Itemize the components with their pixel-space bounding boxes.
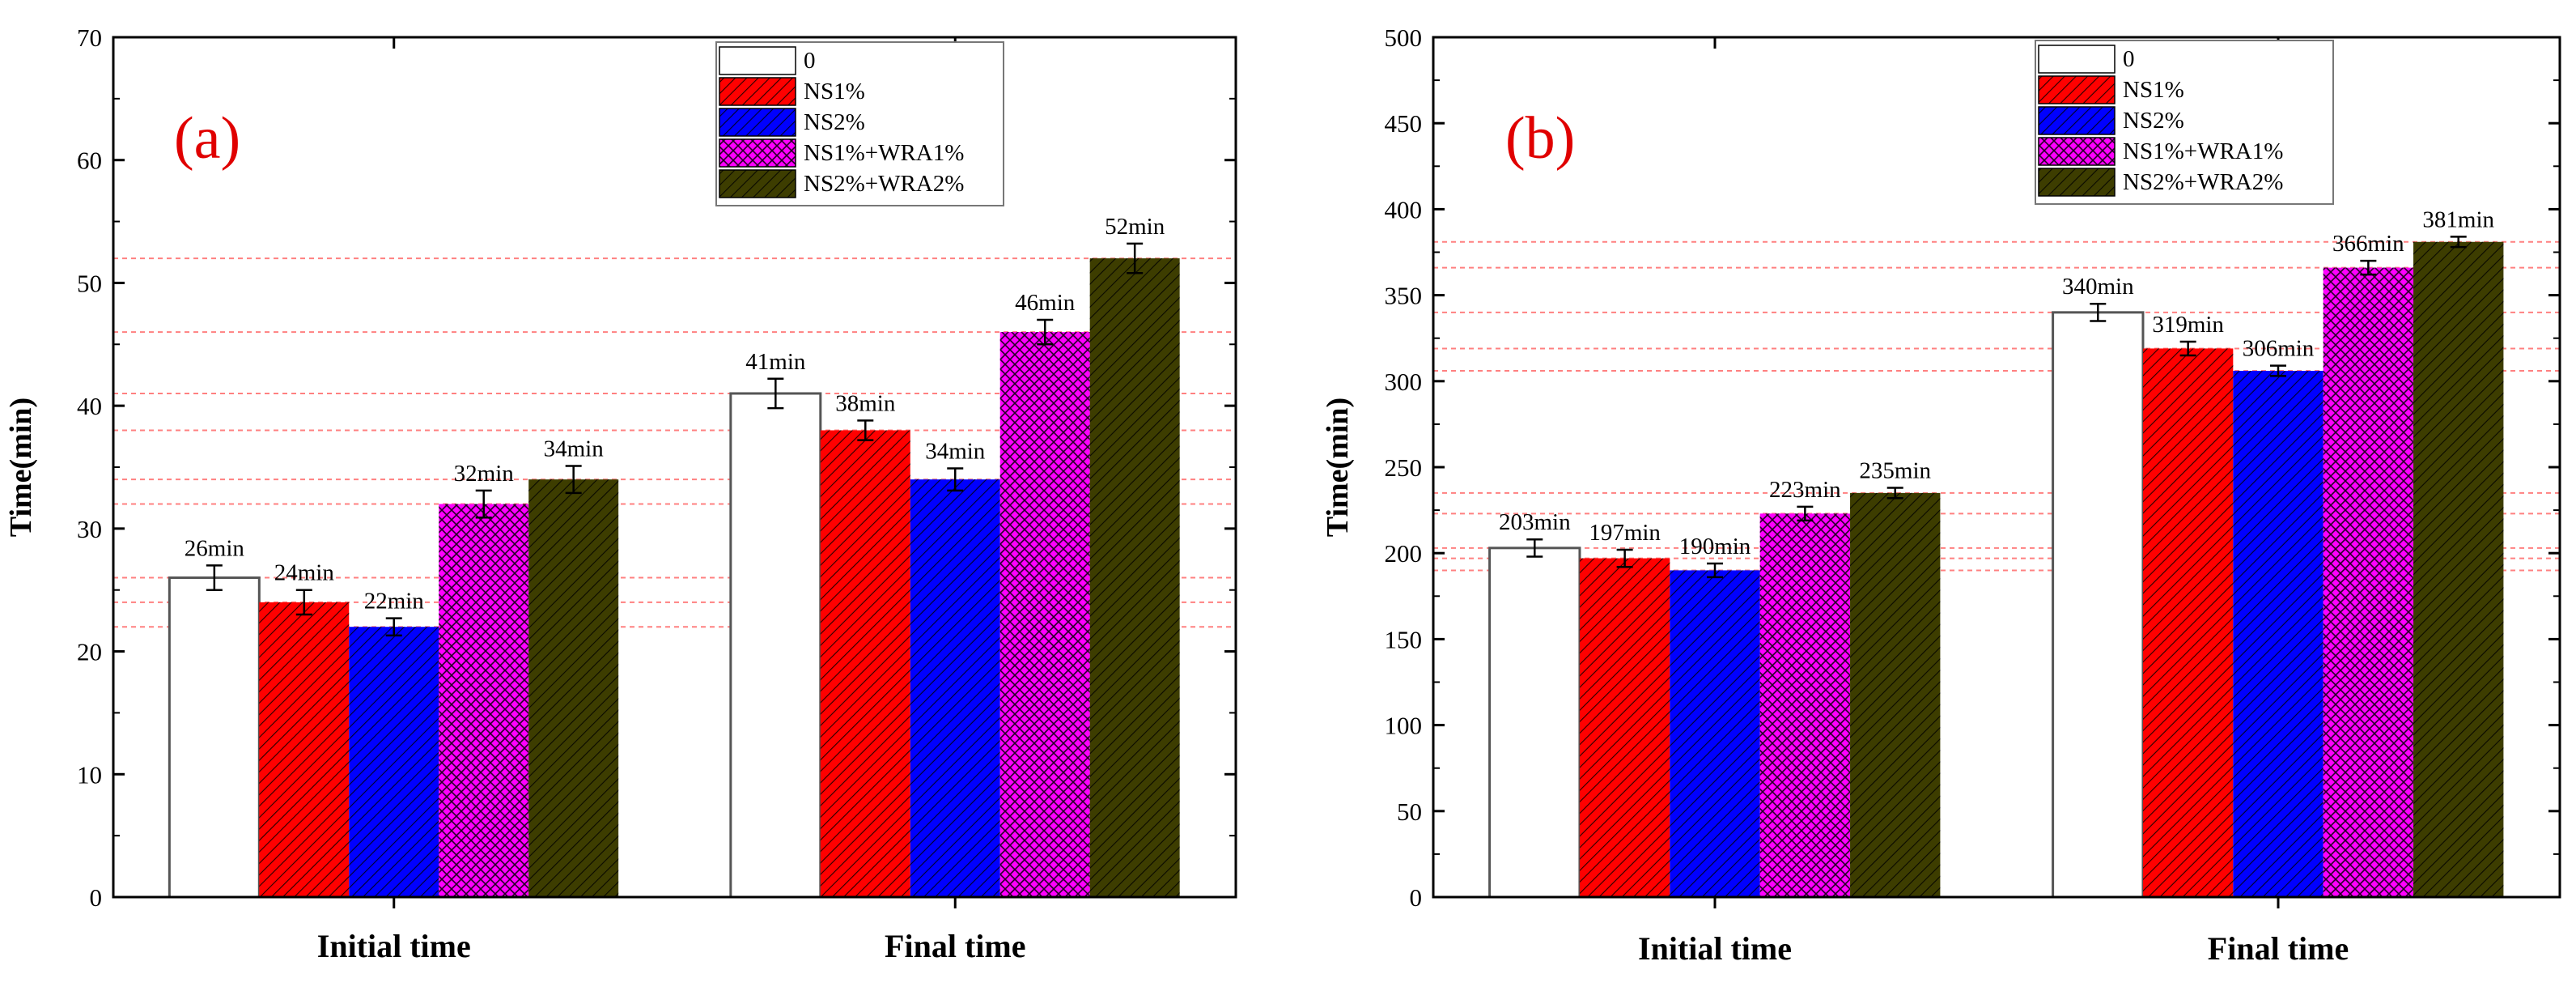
y-tick-label: 30 [77, 515, 102, 543]
data-label: 203min [1499, 509, 1571, 535]
x-category-label: Final time [885, 928, 1025, 964]
legend-swatch [719, 46, 796, 75]
y-tick-label: 0 [90, 883, 103, 912]
legend-swatch-hatch [2039, 138, 2115, 165]
data-label: 24min [274, 560, 335, 586]
x-category-label: Final time [2208, 930, 2349, 967]
legend-label: NS2%+WRA2% [2123, 169, 2283, 195]
y-tick-label: 70 [77, 23, 102, 52]
legend-label: NS1% [804, 79, 865, 104]
data-label: 223min [1769, 477, 1841, 503]
legend-swatch-hatch [2039, 76, 2115, 104]
legend-swatch-hatch [719, 78, 796, 105]
data-label: 52min [1105, 214, 1165, 240]
y-tick-label: 500 [1385, 23, 1423, 52]
legend-swatch-hatch [719, 139, 796, 167]
y-tick-label: 350 [1385, 282, 1423, 310]
bar-hatch [528, 479, 619, 897]
y-tick-label: 100 [1385, 712, 1423, 740]
bar-hatch [1670, 570, 1760, 897]
bar-hatch [259, 602, 350, 897]
data-label: 46min [1015, 290, 1076, 316]
legend-swatch [2038, 45, 2116, 74]
y-tick-label: 300 [1385, 368, 1423, 396]
y-tick-label: 200 [1385, 539, 1423, 568]
bar-hatch [2233, 371, 2323, 897]
y-tick-label: 10 [77, 760, 102, 789]
y-tick-label: 0 [1410, 883, 1423, 912]
panel-label: (b) [1505, 105, 1575, 172]
bar-hatch [349, 627, 439, 897]
data-label: 319min [2152, 312, 2224, 338]
y-tick-label: 40 [77, 392, 102, 420]
data-label: 26min [185, 535, 245, 561]
data-label: 34min [544, 436, 605, 461]
bar-hatch [1850, 492, 1941, 897]
chart-panel-b: 203min 340min 197min 319min 190min 306min 223m… [1321, 23, 2561, 967]
bar-hatch [910, 479, 1000, 897]
x-category-label: Initial time [1638, 930, 1792, 967]
data-label: 22min [364, 589, 425, 615]
legend-label: NS1%+WRA1% [804, 140, 964, 166]
legend-label: 0 [804, 48, 816, 74]
data-label: 235min [1859, 457, 1931, 483]
bar-hatch [1759, 513, 1851, 897]
y-tick-label: 50 [1397, 797, 1422, 826]
bar-hatch [1089, 258, 1180, 898]
y-axis-title: Time(min) [4, 398, 38, 537]
legend-label: NS1%+WRA1% [2123, 138, 2283, 164]
data-label: 32min [454, 461, 515, 487]
bar [729, 392, 822, 899]
data-label: 41min [745, 349, 806, 375]
data-label: 190min [1679, 534, 1751, 559]
data-label: 197min [1589, 520, 1661, 546]
data-label: 381min [2422, 206, 2494, 232]
bar-hatch [2142, 348, 2234, 898]
bar [1488, 547, 1581, 899]
legend-label: NS2% [2123, 108, 2184, 134]
data-label: 340min [2062, 274, 2134, 300]
bar [2052, 311, 2145, 899]
data-label: 366min [2332, 231, 2404, 257]
y-tick-label: 450 [1385, 109, 1423, 138]
legend-label: 0 [2123, 46, 2135, 72]
bar-hatch [820, 430, 910, 897]
y-tick-label: 20 [77, 638, 102, 666]
legend-swatch-hatch [2039, 168, 2115, 196]
y-tick-label: 60 [77, 147, 102, 175]
bar-hatch [439, 504, 529, 897]
legend-swatch-hatch [719, 108, 796, 136]
panel-label: (a) [174, 105, 240, 172]
bar-hatch [1579, 558, 1670, 897]
bar-hatch [2323, 267, 2414, 898]
y-tick-label: 50 [77, 269, 102, 297]
bar [168, 576, 261, 899]
y-tick-label: 400 [1385, 195, 1423, 223]
data-label: 306min [2243, 336, 2315, 362]
bar-hatch [2413, 241, 2504, 898]
y-axis-title: Time(min) [1321, 398, 1355, 537]
legend-swatch-hatch [2039, 107, 2115, 134]
chart-panel-a: 26min 41min 24min 38min 22min 34min 32min 46min… [4, 23, 1237, 964]
y-tick-label: 150 [1385, 625, 1423, 653]
x-category-label: Initial time [317, 928, 471, 964]
legend-label: NS1% [2123, 77, 2184, 103]
data-label: 34min [925, 439, 986, 465]
y-tick-label: 250 [1385, 453, 1423, 482]
legend-label: NS2%+WRA2% [804, 171, 964, 197]
legend-label: NS2% [804, 109, 865, 135]
legend-swatch-hatch [719, 170, 796, 198]
bar-hatch [999, 332, 1090, 898]
data-label: 38min [835, 390, 896, 416]
